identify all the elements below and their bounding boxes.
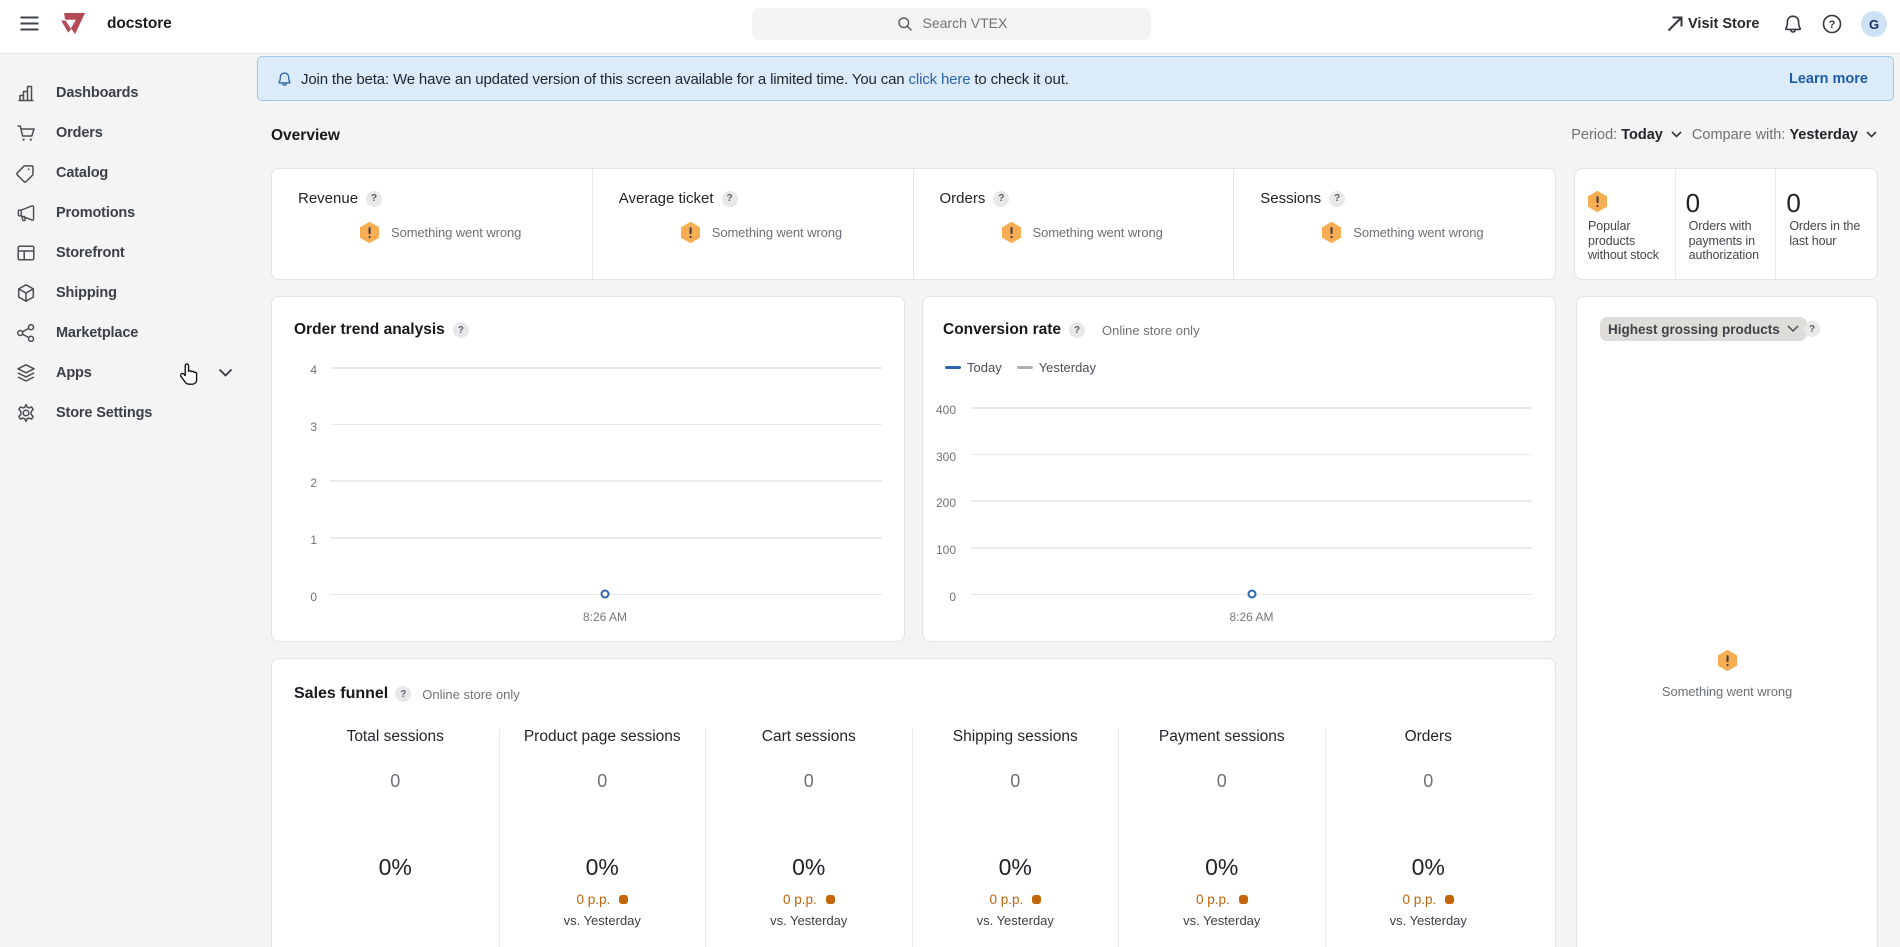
svg-text:?: ?	[1829, 19, 1836, 31]
